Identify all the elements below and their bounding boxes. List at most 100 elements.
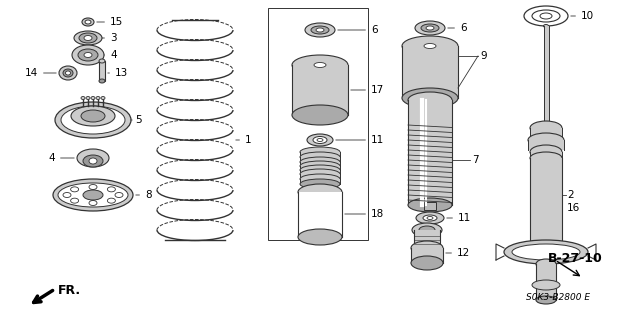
Ellipse shape bbox=[79, 33, 97, 43]
Bar bbox=[530, 158, 562, 252]
Ellipse shape bbox=[426, 26, 434, 30]
Ellipse shape bbox=[71, 106, 115, 126]
Text: 8: 8 bbox=[136, 190, 152, 200]
Ellipse shape bbox=[536, 296, 556, 304]
Ellipse shape bbox=[78, 49, 98, 61]
Bar bbox=[300, 166, 340, 170]
Ellipse shape bbox=[292, 55, 348, 75]
Ellipse shape bbox=[77, 149, 109, 167]
Ellipse shape bbox=[530, 246, 562, 258]
Ellipse shape bbox=[423, 215, 437, 221]
Ellipse shape bbox=[402, 36, 458, 56]
Text: 1: 1 bbox=[236, 135, 252, 145]
Bar bbox=[300, 157, 340, 162]
Ellipse shape bbox=[89, 201, 97, 205]
Text: FR.: FR. bbox=[58, 284, 81, 296]
Bar bbox=[424, 202, 436, 210]
Text: 11: 11 bbox=[336, 135, 384, 145]
Bar bbox=[298, 192, 342, 237]
Text: 11: 11 bbox=[447, 213, 471, 223]
Ellipse shape bbox=[402, 88, 458, 108]
Ellipse shape bbox=[412, 223, 442, 237]
Text: 18: 18 bbox=[345, 209, 384, 219]
Text: 6: 6 bbox=[448, 23, 467, 33]
Ellipse shape bbox=[300, 157, 340, 167]
Ellipse shape bbox=[85, 20, 91, 24]
Bar bbox=[402, 46, 458, 98]
Ellipse shape bbox=[74, 31, 102, 45]
Ellipse shape bbox=[101, 97, 105, 100]
Ellipse shape bbox=[532, 280, 560, 290]
Ellipse shape bbox=[83, 190, 103, 200]
Ellipse shape bbox=[305, 23, 335, 37]
Ellipse shape bbox=[300, 169, 340, 179]
Ellipse shape bbox=[84, 35, 92, 41]
Bar bbox=[300, 170, 340, 174]
Ellipse shape bbox=[316, 28, 324, 32]
Ellipse shape bbox=[300, 152, 340, 162]
Ellipse shape bbox=[70, 187, 79, 192]
Ellipse shape bbox=[81, 97, 85, 100]
Text: 4: 4 bbox=[49, 153, 74, 163]
Bar bbox=[300, 179, 340, 184]
Ellipse shape bbox=[300, 174, 340, 184]
Ellipse shape bbox=[298, 229, 342, 245]
Ellipse shape bbox=[416, 212, 444, 224]
Ellipse shape bbox=[307, 134, 333, 146]
Text: 13: 13 bbox=[108, 68, 128, 78]
Text: 17: 17 bbox=[351, 85, 384, 95]
Ellipse shape bbox=[96, 97, 100, 100]
Bar bbox=[530, 152, 562, 162]
Ellipse shape bbox=[83, 155, 103, 167]
Ellipse shape bbox=[524, 6, 568, 26]
Ellipse shape bbox=[313, 137, 327, 144]
Ellipse shape bbox=[300, 147, 340, 157]
Ellipse shape bbox=[89, 158, 97, 164]
Bar bbox=[99, 61, 105, 81]
Text: 10: 10 bbox=[571, 11, 594, 21]
Text: S0K3-B2800 E: S0K3-B2800 E bbox=[526, 293, 590, 302]
Ellipse shape bbox=[292, 105, 348, 125]
Ellipse shape bbox=[528, 133, 564, 147]
Ellipse shape bbox=[540, 13, 552, 19]
Bar bbox=[300, 152, 340, 157]
Text: 12: 12 bbox=[446, 248, 470, 258]
Text: 5: 5 bbox=[131, 115, 141, 125]
Ellipse shape bbox=[99, 79, 105, 83]
Bar bbox=[300, 162, 340, 166]
Ellipse shape bbox=[300, 165, 340, 175]
Ellipse shape bbox=[63, 69, 73, 77]
Ellipse shape bbox=[65, 71, 70, 75]
Text: 3: 3 bbox=[102, 33, 116, 43]
Ellipse shape bbox=[421, 24, 439, 32]
Bar bbox=[543, 26, 548, 128]
Text: 9: 9 bbox=[480, 51, 486, 61]
Bar bbox=[414, 230, 440, 248]
Ellipse shape bbox=[84, 53, 92, 57]
Text: 2: 2 bbox=[567, 190, 573, 200]
Ellipse shape bbox=[408, 92, 452, 108]
Ellipse shape bbox=[81, 110, 105, 122]
Text: 4: 4 bbox=[104, 50, 116, 60]
Ellipse shape bbox=[424, 43, 436, 48]
Ellipse shape bbox=[91, 97, 95, 100]
Ellipse shape bbox=[311, 26, 329, 34]
Ellipse shape bbox=[530, 121, 562, 135]
Text: 15: 15 bbox=[97, 17, 124, 27]
Ellipse shape bbox=[415, 21, 445, 35]
Ellipse shape bbox=[53, 179, 133, 211]
Ellipse shape bbox=[419, 226, 435, 234]
Ellipse shape bbox=[504, 240, 588, 264]
Ellipse shape bbox=[115, 192, 123, 197]
Ellipse shape bbox=[298, 184, 342, 200]
Ellipse shape bbox=[58, 183, 128, 207]
Bar bbox=[292, 65, 348, 115]
Bar bbox=[408, 100, 452, 205]
Ellipse shape bbox=[59, 66, 77, 80]
Bar bbox=[268, 8, 368, 240]
Ellipse shape bbox=[99, 59, 105, 63]
Text: 14: 14 bbox=[25, 68, 56, 78]
Ellipse shape bbox=[55, 102, 131, 138]
Text: 6: 6 bbox=[338, 25, 378, 35]
Text: B-27-10: B-27-10 bbox=[548, 251, 603, 264]
